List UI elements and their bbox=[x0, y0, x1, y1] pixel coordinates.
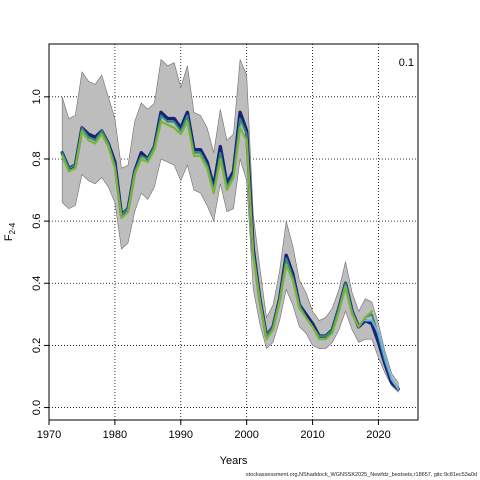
series-lines bbox=[60, 110, 400, 391]
series-line-3 bbox=[61, 120, 373, 341]
x-tick-label: 1970 bbox=[37, 429, 61, 441]
series-line-4 bbox=[364, 319, 400, 390]
x-tick-label: 2020 bbox=[366, 429, 390, 441]
y-tick-label: 0.6 bbox=[31, 213, 43, 228]
y-tick-label: 0.0 bbox=[31, 400, 43, 415]
x-tick-label: 2010 bbox=[300, 429, 324, 441]
x-tick-label: 1990 bbox=[169, 429, 193, 441]
confidence-band bbox=[61, 58, 399, 393]
x-tick-label: 1980 bbox=[103, 429, 127, 441]
y-tick-label: 0.2 bbox=[31, 338, 43, 353]
footer-source: stockassessment.org,NShaddock_WGNSSK2025… bbox=[245, 472, 477, 478]
confidence-band-area bbox=[61, 58, 399, 393]
y-axis-title-main: F bbox=[3, 234, 15, 241]
x-axis-title: Years bbox=[220, 455, 248, 467]
plot-frame bbox=[48, 43, 419, 421]
y-axis-title: F2-4 bbox=[3, 222, 17, 241]
axes: 1970 1980 1990 2000 2010 2020 0.0 0.2 0.4 0.6 0.8 1… bbox=[31, 89, 391, 441]
annotation-label: 0.1 bbox=[399, 57, 414, 69]
x-tick-label: 2000 bbox=[234, 429, 258, 441]
y-tick-label: 1.0 bbox=[31, 89, 43, 104]
y-tick-label: 0.8 bbox=[31, 151, 43, 166]
y-tick-label: 0.4 bbox=[31, 276, 43, 291]
y-axis-title-subscript: 2-4 bbox=[8, 222, 17, 234]
